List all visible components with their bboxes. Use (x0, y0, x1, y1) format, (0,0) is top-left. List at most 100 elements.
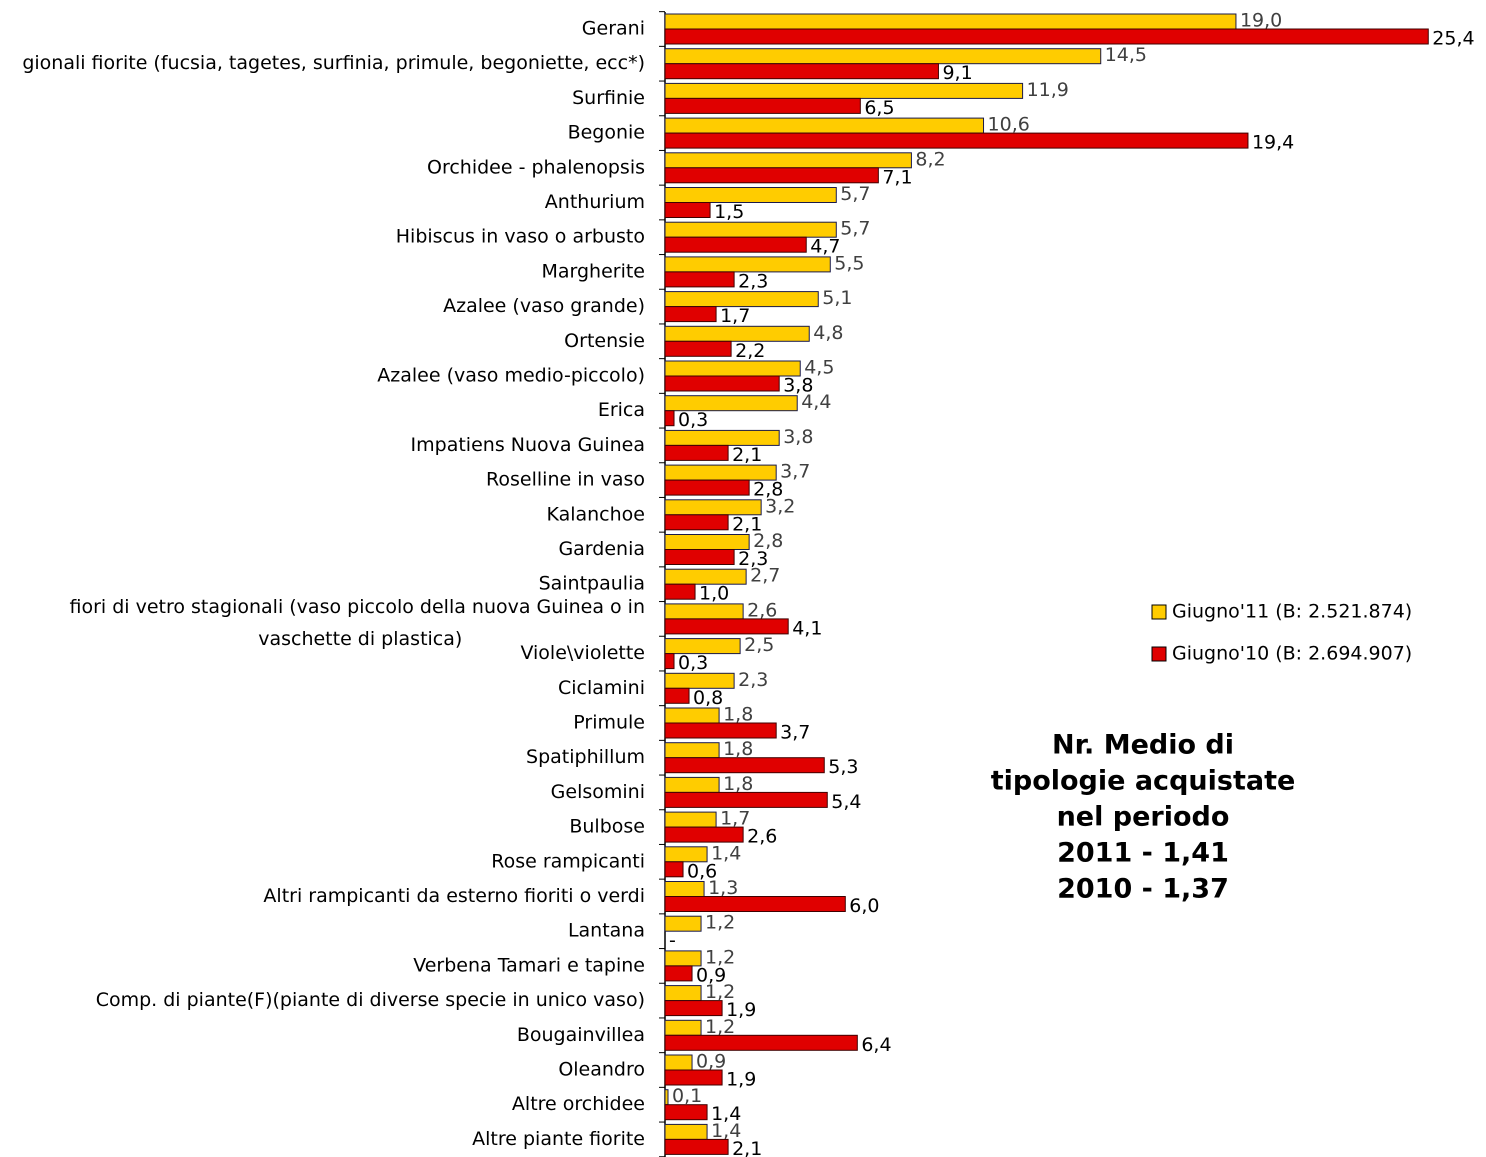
bar (664, 672, 735, 689)
value-label: 1,4 (711, 1120, 741, 1142)
category-label: Surfinie (572, 87, 645, 109)
legend-swatch (1151, 646, 1167, 662)
annotation: nel periodo (1057, 802, 1230, 833)
bar (664, 444, 729, 461)
category-label: Altre orchidee (512, 1093, 645, 1115)
value-label: 0,9 (696, 964, 726, 986)
bar (664, 881, 705, 897)
bar (664, 742, 720, 759)
value-label: 1,7 (720, 305, 750, 327)
bar (664, 271, 735, 288)
value-label: 8,2 (915, 148, 945, 170)
bar (664, 896, 846, 912)
bar (664, 1089, 669, 1106)
bar (664, 1069, 723, 1086)
value-label: 2,2 (735, 340, 765, 362)
category-label: Ortensie (564, 330, 645, 352)
annotation: 2011 - 1,41 (1057, 838, 1229, 869)
category-label: Bulbose (569, 816, 645, 838)
value-label: 1,9 (726, 999, 756, 1021)
bar (664, 618, 789, 635)
bar (664, 256, 831, 273)
value-label: 5,7 (840, 218, 870, 240)
bar (664, 861, 684, 878)
category-label: Gerani (582, 18, 645, 40)
bar (664, 410, 675, 427)
value-label: 19,4 (1252, 132, 1294, 154)
bar (664, 152, 912, 169)
category-label: gionali fiorite (fucsia, tagetes, surfin… (22, 52, 645, 74)
value-label: 2,3 (738, 270, 768, 292)
value-label: 1,2 (705, 1016, 735, 1038)
bar (664, 514, 729, 531)
value-label: 0,3 (678, 652, 708, 674)
value-label: 2,6 (747, 599, 777, 621)
value-label: 0,9 (696, 1051, 726, 1073)
category-label: Viole\violette (520, 642, 645, 664)
bar (664, 375, 780, 392)
bar (664, 583, 696, 600)
bar (664, 776, 720, 793)
category-label: Primule (573, 712, 645, 734)
bar (664, 306, 717, 323)
bar (664, 534, 750, 550)
value-label: 2,6 (747, 826, 777, 848)
value-label: 5,7 (840, 183, 870, 205)
bar (664, 791, 828, 808)
bar (664, 1019, 702, 1036)
category-label: Oleandro (558, 1059, 645, 1081)
value-label: 3,8 (783, 426, 813, 448)
category-label: Anthurium (545, 191, 645, 213)
bar (664, 1054, 693, 1071)
value-label: 6,5 (864, 97, 894, 119)
category-label: Rose rampicanti (491, 850, 645, 872)
bar (664, 167, 879, 184)
value-label: 4,1 (792, 617, 822, 639)
bar (664, 757, 825, 774)
legend-label: Giugno'10 (B: 2.694.907) (1172, 643, 1412, 665)
value-label: 1,8 (723, 704, 753, 726)
bar (664, 965, 693, 982)
value-label: 11,9 (1027, 79, 1069, 101)
category-label: Begonie (568, 122, 645, 144)
value-label: 6,0 (849, 895, 879, 917)
bar (664, 1034, 858, 1051)
bar (664, 722, 777, 739)
category-label: Impatiens Nuova Guinea (411, 434, 645, 456)
value-label: 5,1 (822, 287, 852, 309)
value-label: 1,8 (723, 773, 753, 795)
value-label: 1,2 (705, 912, 735, 934)
value-label: - (669, 930, 676, 952)
annotation: Nr. Medio di (1052, 730, 1234, 761)
category-label: Erica (598, 399, 645, 421)
category-label: Comp. di piante(F)(piante di diverse spe… (96, 989, 645, 1011)
bar (664, 97, 861, 114)
value-label: 7,1 (882, 166, 912, 188)
bar (664, 653, 675, 670)
value-label: 2,8 (753, 530, 783, 552)
category-label: Ciclamini (558, 677, 645, 699)
value-label: 19,0 (1240, 10, 1282, 32)
category-label: Roselline in vaso (486, 469, 645, 491)
category-label: fiori di vetro stagionali (vaso piccolo … (69, 595, 645, 649)
bar (664, 638, 741, 655)
bar (664, 117, 985, 134)
value-label: 9,1 (942, 62, 972, 84)
bar (664, 395, 798, 412)
category-label: Hibiscus in vaso o arbusto (396, 226, 645, 248)
value-label: 1,0 (699, 583, 729, 605)
bar (664, 187, 837, 203)
bar (664, 1000, 723, 1017)
bar (664, 82, 1024, 99)
bar (664, 1138, 729, 1155)
value-label: 25,4 (1432, 28, 1474, 50)
bar (664, 1123, 708, 1140)
legend-label: Giugno'11 (B: 2.521.874) (1172, 601, 1412, 623)
value-label: 10,6 (988, 114, 1030, 136)
bar (664, 811, 717, 828)
value-label: 2,8 (753, 479, 783, 501)
category-label: Margherite (541, 260, 645, 282)
value-label: 14,5 (1105, 44, 1147, 66)
annotation: tipologie acquistate (991, 766, 1296, 797)
value-label: 4,8 (813, 322, 843, 344)
